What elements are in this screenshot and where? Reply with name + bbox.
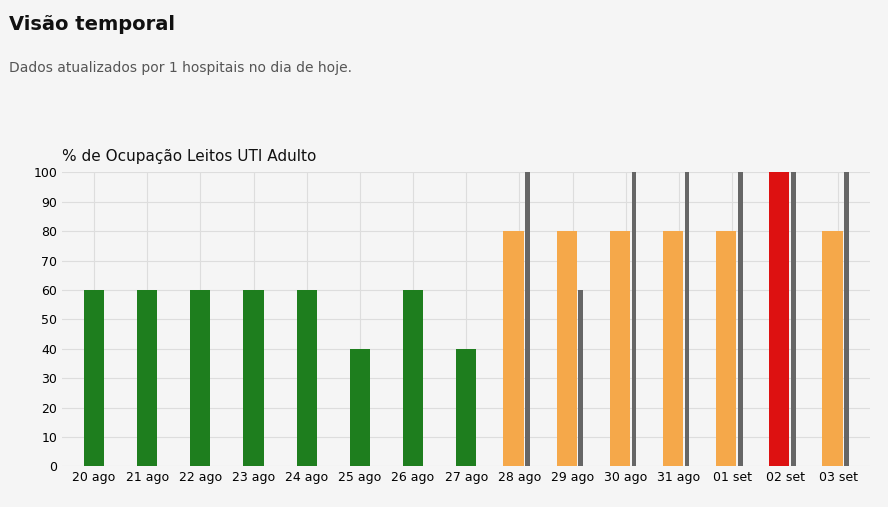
Bar: [663, 231, 683, 466]
Bar: [578, 290, 583, 466]
Bar: [769, 172, 789, 466]
Bar: [716, 231, 736, 466]
Bar: [738, 172, 742, 466]
Bar: [503, 231, 524, 466]
Text: Visão temporal: Visão temporal: [9, 15, 175, 34]
Bar: [822, 231, 843, 466]
Bar: [525, 172, 530, 466]
Bar: [297, 290, 317, 466]
Text: % de Ocupação Leitos UTI Adulto: % de Ocupação Leitos UTI Adulto: [62, 149, 316, 164]
Bar: [557, 231, 577, 466]
Bar: [610, 231, 630, 466]
Bar: [350, 349, 370, 466]
Bar: [456, 349, 476, 466]
Bar: [84, 290, 104, 466]
Bar: [403, 290, 424, 466]
Bar: [631, 172, 637, 466]
Bar: [190, 290, 210, 466]
Bar: [791, 172, 796, 466]
Text: Dados atualizados por 1 hospitais no dia de hoje.: Dados atualizados por 1 hospitais no dia…: [9, 61, 352, 75]
Bar: [243, 290, 264, 466]
Bar: [685, 172, 689, 466]
Bar: [844, 172, 849, 466]
Bar: [137, 290, 157, 466]
